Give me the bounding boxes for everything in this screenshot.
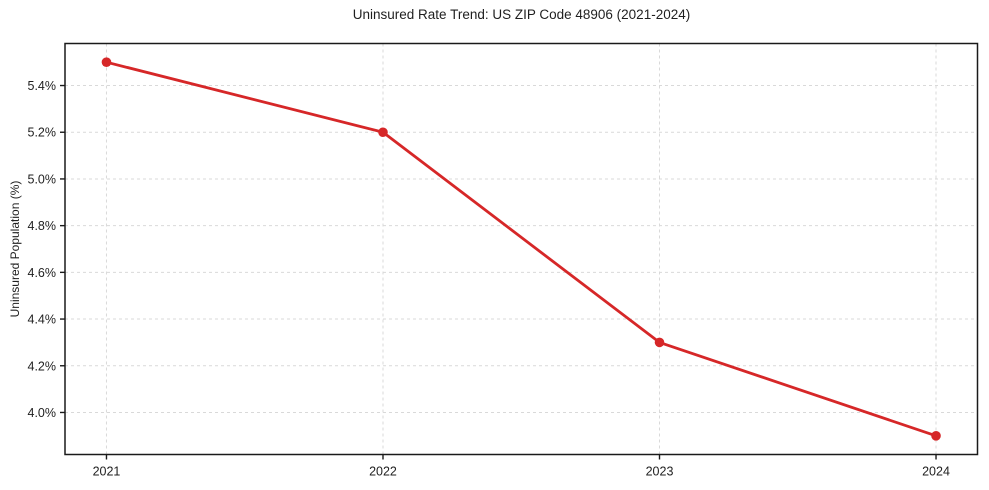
y-tick-label: 5.0%: [28, 172, 57, 186]
y-tick-label: 4.2%: [28, 359, 57, 373]
y-tick-label: 5.2%: [28, 126, 57, 140]
data-point-2023: [654, 337, 665, 348]
x-tick-label: 2023: [646, 465, 674, 479]
y-tick-label: 4.6%: [28, 266, 57, 280]
y-tick-label: 5.4%: [28, 79, 57, 93]
chart-title: Uninsured Rate Trend: US ZIP Code 48906 …: [352, 7, 691, 22]
data-point-2024: [931, 431, 941, 441]
x-tick-label: 2024: [922, 465, 950, 479]
trend-line: [105, 60, 938, 438]
y-tick-label: 4.8%: [28, 219, 57, 233]
plot-frame: [64, 42, 979, 456]
y-tick-label: 4.0%: [28, 406, 57, 420]
data-point-2022: [378, 127, 388, 138]
x-tick-label: 2022: [369, 465, 397, 479]
x-tick-label: 2021: [93, 465, 121, 479]
data-point-2021: [101, 57, 112, 67]
y-tick-label: 4.4%: [28, 313, 57, 327]
